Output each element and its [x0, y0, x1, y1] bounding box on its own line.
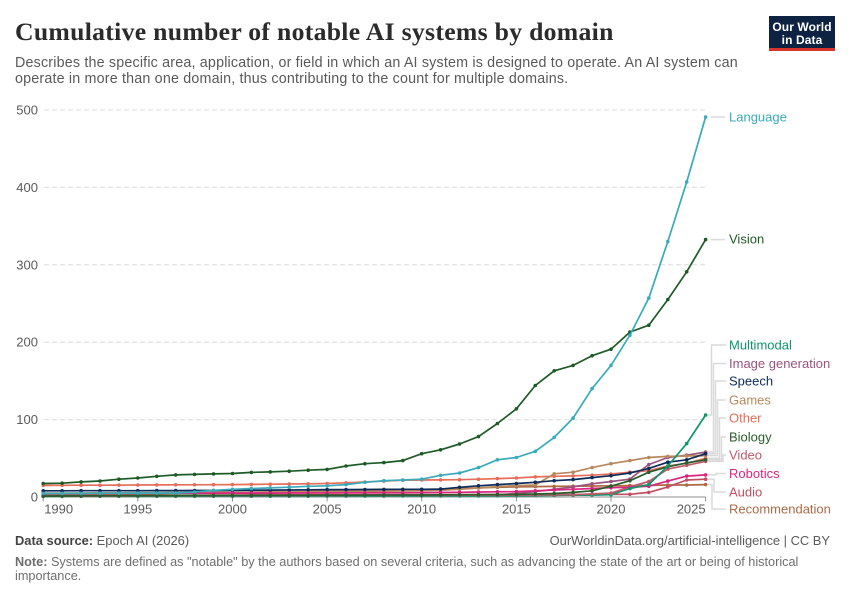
svg-text:2010: 2010 [407, 502, 436, 517]
svg-text:2015: 2015 [502, 502, 531, 517]
svg-text:Audio: Audio [729, 485, 762, 500]
svg-text:2020: 2020 [597, 502, 626, 517]
svg-text:2005: 2005 [313, 502, 342, 517]
svg-text:Video: Video [729, 448, 762, 463]
svg-text:Speech: Speech [729, 374, 773, 389]
svg-text:Image generation: Image generation [729, 356, 830, 371]
svg-text:0: 0 [31, 490, 38, 505]
svg-text:200: 200 [16, 335, 38, 350]
svg-text:1990: 1990 [44, 502, 73, 517]
svg-text:1995: 1995 [123, 502, 152, 517]
svg-text:Other: Other [729, 411, 762, 426]
svg-text:500: 500 [16, 103, 38, 118]
svg-text:400: 400 [16, 180, 38, 195]
svg-text:100: 100 [16, 412, 38, 427]
svg-text:2025: 2025 [677, 502, 706, 517]
svg-text:300: 300 [16, 257, 38, 272]
svg-text:Vision: Vision [729, 232, 764, 247]
svg-text:Multimodal: Multimodal [729, 338, 792, 353]
svg-text:Recommendation: Recommendation [729, 502, 831, 517]
svg-text:Games: Games [729, 393, 771, 408]
svg-text:Robotics: Robotics [729, 466, 780, 481]
svg-text:2000: 2000 [218, 502, 247, 517]
svg-text:Biology: Biology [729, 430, 772, 445]
svg-text:Language: Language [729, 110, 787, 125]
